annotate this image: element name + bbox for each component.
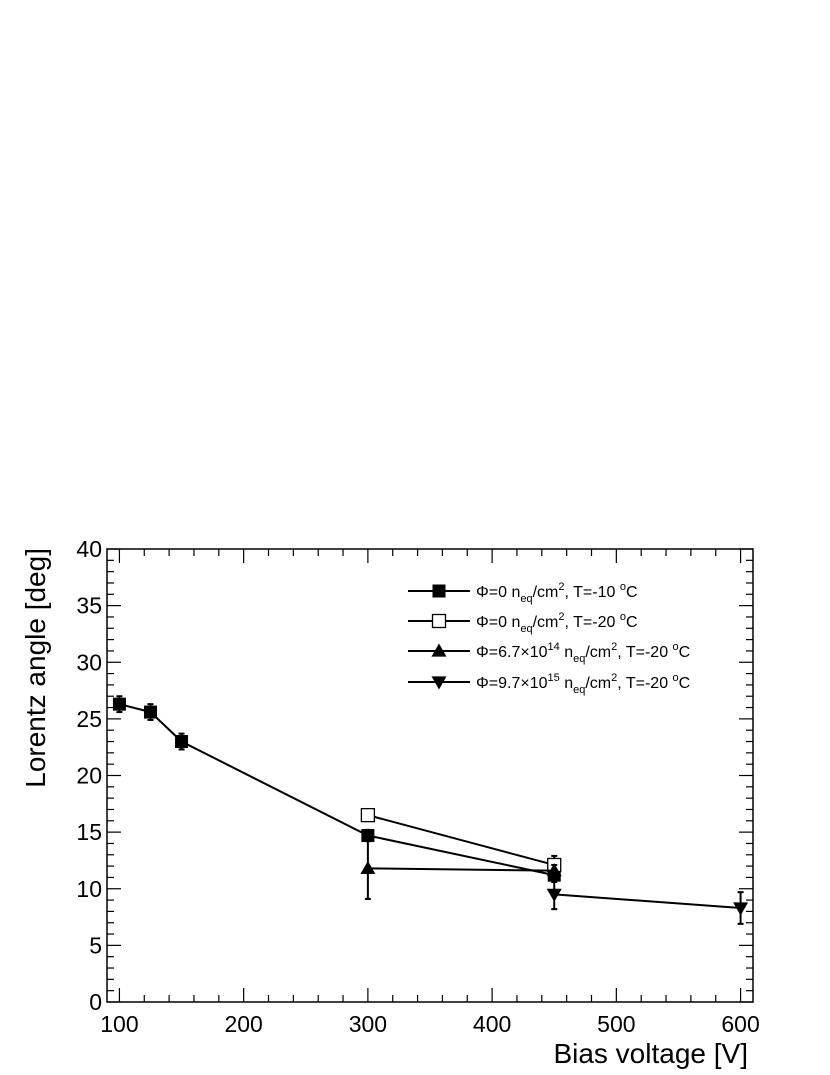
legend-marker [432, 584, 446, 598]
plot-data [112, 695, 749, 925]
legend-marker [431, 676, 447, 690]
legend-superscript: 2 [558, 611, 564, 623]
data-point [360, 860, 376, 874]
legend-text-part: /cm [585, 675, 611, 692]
legend-text-part: n [560, 644, 573, 661]
legend-label: Φ=6.7×1014 neq/cm2, T=-20 oC [476, 641, 690, 665]
x-tick-label: 400 [473, 1011, 511, 1037]
legend-text-part: , T=-20 [617, 644, 672, 661]
legend-text-part: C [679, 675, 691, 692]
legend-text-part: /cm [585, 644, 611, 661]
x-tick-label: 200 [224, 1011, 262, 1037]
y-tick-label: 25 [76, 706, 102, 732]
y-tick-label: 0 [89, 989, 102, 1015]
legend-superscript: 2 [611, 641, 617, 653]
legend-text-part: C [626, 584, 638, 601]
legend-subscript: eq [573, 653, 585, 665]
legend-text-part: Φ=0 n [476, 584, 520, 601]
legend-superscript: 15 [548, 672, 560, 684]
y-tick-label: 15 [76, 819, 102, 845]
series-line [367, 814, 555, 866]
legend-marker [431, 613, 447, 629]
legend-text-part: , T=-20 [617, 675, 672, 692]
data-point [546, 888, 562, 902]
legend-label: Φ=9.7×1015 neq/cm2, T=-20 oC [476, 672, 690, 696]
data-point [546, 863, 562, 877]
y-tick-label: 5 [89, 932, 102, 958]
legend-text-part: C [679, 644, 691, 661]
data-point [733, 902, 749, 916]
series-3 [360, 836, 562, 900]
legend-text-part: /cm [533, 584, 559, 601]
legend-text-part: /cm [533, 614, 559, 631]
legend-superscript: o [620, 581, 626, 593]
series-line [367, 867, 555, 872]
legend-text-part: , T=-20 [565, 614, 620, 631]
legend-superscript: o [673, 672, 679, 684]
legend-text-part: C [626, 614, 638, 631]
legend-superscript: 14 [548, 641, 560, 653]
legend-subscript: eq [573, 684, 585, 696]
data-point [112, 697, 126, 711]
legend-text-part: n [560, 675, 573, 692]
y-tick-label: 30 [76, 649, 102, 675]
legend-superscript: o [673, 641, 679, 653]
legend: Φ=0 neq/cm2, T=-10 oCΦ=0 neq/cm2, T=-20 … [408, 581, 690, 696]
legend-label: Φ=0 neq/cm2, T=-20 oC [476, 611, 638, 635]
x-tick-label: 300 [349, 1011, 387, 1037]
axis-ticks: 100 200 300 400 500 600 0 5 10 15 20 25 30 35 40 [76, 536, 759, 1037]
data-point [143, 705, 157, 719]
y-tick-label: 40 [76, 536, 102, 562]
legend-superscript: 2 [611, 672, 617, 684]
data-point [361, 829, 375, 843]
legend-text-part: Φ=6.7×10 [476, 644, 548, 661]
y-tick-label: 35 [76, 593, 102, 619]
legend-marker [431, 643, 447, 657]
x-tick-label: 600 [721, 1011, 759, 1037]
legend-text-part: , T=-10 [565, 584, 620, 601]
x-tick-label: 100 [100, 1011, 138, 1037]
x-axis-title: Bias voltage [V] [553, 1038, 748, 1069]
x-tick-label: 500 [597, 1011, 635, 1037]
legend-text-part: Φ=9.7×10 [476, 675, 548, 692]
y-tick-label: 20 [76, 763, 102, 789]
series-4 [546, 878, 749, 925]
y-axis-title: Lorentz angle [deg] [20, 548, 51, 788]
legend-superscript: 2 [558, 581, 564, 593]
series-line [554, 893, 741, 909]
legend-text-part: Φ=0 n [476, 614, 520, 631]
legend-superscript: o [620, 611, 626, 623]
data-point [360, 807, 376, 823]
legend-subscript: eq [520, 623, 532, 635]
data-point [175, 735, 189, 749]
legend-label: Φ=0 neq/cm2, T=-10 oC [476, 581, 638, 605]
legend-subscript: eq [520, 593, 532, 605]
y-tick-label: 10 [76, 876, 102, 902]
series-2 [360, 807, 562, 876]
